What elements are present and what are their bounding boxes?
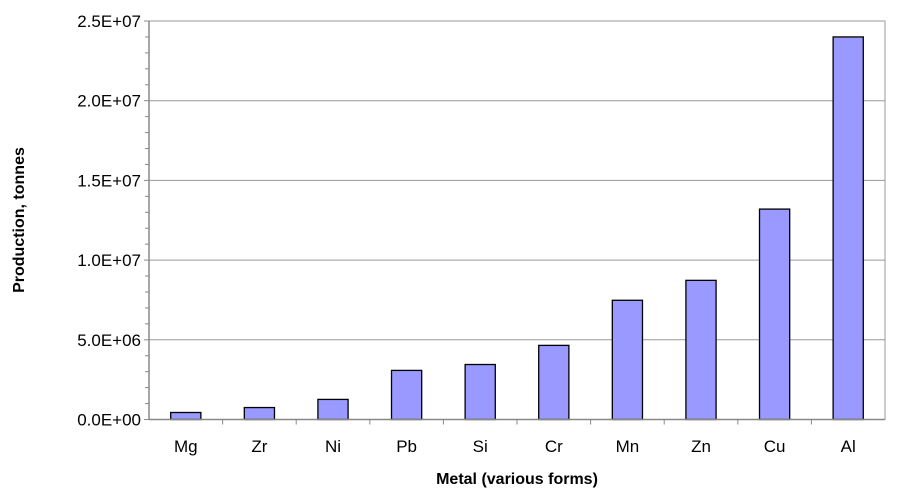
bars [170, 36, 864, 421]
y-tick-label: 0.0E+00 [77, 411, 141, 430]
x-tick-label: Cr [545, 437, 563, 456]
bar-Cu [758, 208, 791, 421]
bar-Ni [317, 398, 349, 421]
x-tick-label: Mn [616, 437, 640, 456]
y-tick-labels: 0.0E+00 5.0E+06 1.0E+07 1.5E+07 2.0E+07 2.5E+… [77, 12, 141, 430]
x-tick-label: Al [841, 437, 856, 456]
x-tick-label: Cu [764, 437, 786, 456]
axes [144, 20, 886, 425]
y-tick-label: 1.0E+07 [77, 251, 141, 270]
x-tick-label: Mg [174, 437, 198, 456]
x-axis-label: Metal (various forms) [436, 471, 598, 488]
bar-Al [832, 36, 864, 421]
bar-Zr [243, 406, 276, 421]
x-tick-label: Zr [251, 437, 267, 456]
y-tick-label: 2.5E+07 [77, 12, 141, 31]
x-tick-label: Ni [325, 437, 341, 456]
bar-Si [464, 363, 496, 421]
x-tick-labels: Mg Zr Ni Pb Si Cr Mn Zn Cu Al [174, 437, 856, 456]
y-axis-label: Production, tonnes [11, 147, 28, 293]
bar-Zn [685, 279, 717, 421]
y-tick-label: 2.0E+07 [77, 92, 141, 111]
bar-Mg [170, 411, 202, 421]
x-tick-label: Zn [691, 437, 711, 456]
bar-Mn [611, 299, 644, 421]
bar-Pb [390, 369, 423, 421]
x-tick-label: Si [473, 437, 488, 456]
y-tick-label: 5.0E+06 [77, 331, 141, 350]
x-tick-label: Pb [396, 437, 417, 456]
y-tick-label: 1.5E+07 [77, 171, 141, 190]
bar-Cr [538, 344, 570, 421]
